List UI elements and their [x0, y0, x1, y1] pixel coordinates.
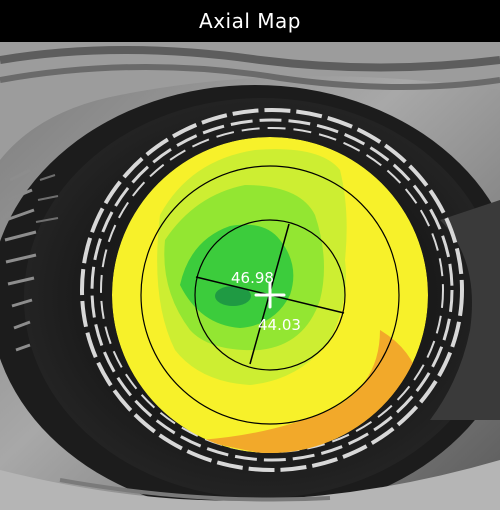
k-steep-value: 46.98 [231, 269, 274, 287]
placido-rings [80, 108, 464, 472]
center-cross-marker [254, 281, 286, 309]
map-title: Axial Map [0, 0, 500, 42]
reference-circles [140, 165, 400, 425]
axial-map-view[interactable]: 46.98 44.03 [0, 42, 500, 510]
k-flat-value: 44.03 [258, 316, 301, 334]
